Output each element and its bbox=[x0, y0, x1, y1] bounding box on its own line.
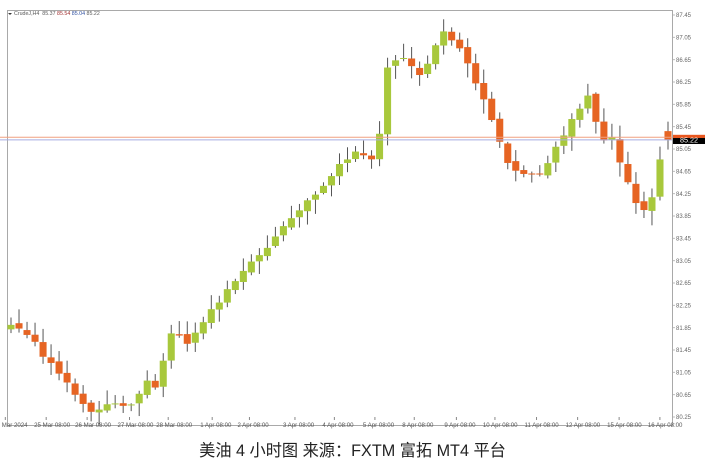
svg-text:84.65: 84.65 bbox=[676, 170, 692, 176]
svg-text:26 Mar 08:00: 26 Mar 08:00 bbox=[75, 422, 112, 429]
svg-text:85.22: 85.22 bbox=[680, 136, 698, 145]
svg-text:80.65: 80.65 bbox=[676, 393, 692, 399]
svg-text:27 Mar 08:00: 27 Mar 08:00 bbox=[118, 422, 155, 429]
svg-text:85.45: 85.45 bbox=[676, 125, 692, 131]
svg-text:11 Apr 08:00: 11 Apr 08:00 bbox=[525, 422, 560, 429]
svg-text:28 Mar 08:00: 28 Mar 08:00 bbox=[156, 422, 193, 429]
svg-text:5 Apr 08:00: 5 Apr 08:00 bbox=[363, 422, 395, 429]
svg-text:82.65: 82.65 bbox=[676, 281, 692, 287]
svg-text:83.45: 83.45 bbox=[676, 237, 692, 243]
svg-text:22 Mar 2024: 22 Mar 2024 bbox=[0, 422, 28, 429]
svg-text:1 Apr 08:00: 1 Apr 08:00 bbox=[200, 422, 232, 429]
svg-text:83.85: 83.85 bbox=[676, 214, 692, 220]
svg-text:2 Apr 08:00: 2 Apr 08:00 bbox=[237, 422, 269, 429]
svg-text:84.25: 84.25 bbox=[676, 192, 692, 198]
svg-text:85.85: 85.85 bbox=[676, 103, 692, 109]
svg-text:4 Apr 08:00: 4 Apr 08:00 bbox=[322, 422, 354, 429]
svg-text:81.45: 81.45 bbox=[676, 348, 692, 354]
svg-text:86.65: 86.65 bbox=[676, 58, 692, 64]
svg-text:80.25: 80.25 bbox=[676, 415, 692, 421]
svg-text:85.05: 85.05 bbox=[676, 147, 692, 153]
svg-text:87.45: 87.45 bbox=[676, 13, 692, 19]
svg-text:81.85: 81.85 bbox=[676, 326, 692, 332]
svg-text:12 Apr 08:00: 12 Apr 08:00 bbox=[566, 422, 601, 429]
svg-text:83.05: 83.05 bbox=[676, 259, 692, 265]
svg-text:86.25: 86.25 bbox=[676, 80, 692, 86]
svg-text:81.05: 81.05 bbox=[676, 371, 692, 377]
svg-text:87.05: 87.05 bbox=[676, 36, 692, 42]
svg-text:9 Apr 08:00: 9 Apr 08:00 bbox=[444, 422, 476, 429]
svg-text:8 Apr 08:00: 8 Apr 08:00 bbox=[402, 422, 434, 429]
svg-text:15 Apr 08:00: 15 Apr 08:00 bbox=[607, 422, 642, 429]
svg-text:16 Apr 08:00: 16 Apr 08:00 bbox=[648, 422, 683, 429]
svg-text:3 Apr 08:00: 3 Apr 08:00 bbox=[283, 422, 315, 429]
svg-text:82.25: 82.25 bbox=[676, 304, 692, 310]
svg-text:25 Mar 08:00: 25 Mar 08:00 bbox=[34, 422, 71, 429]
svg-text:10 Apr 08:00: 10 Apr 08:00 bbox=[483, 422, 518, 429]
